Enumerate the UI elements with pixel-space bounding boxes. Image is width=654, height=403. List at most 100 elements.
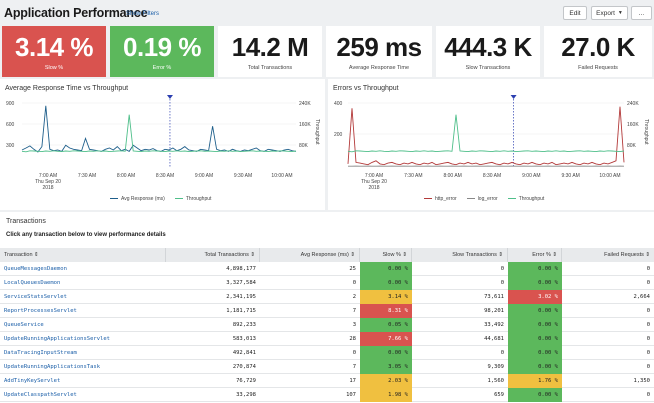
cell-transaction[interactable]: LocalQueuesDaemon xyxy=(4,280,61,286)
table-row[interactable]: ServiceStatsServlet 2,341,195 2 3.14 % 73,61… xyxy=(0,290,654,304)
column-header-transaction[interactable]: Transaction ⇕ xyxy=(0,248,166,262)
cell-avg-response: 107 xyxy=(346,392,356,398)
cell-failed: 0 xyxy=(646,280,650,286)
table-row[interactable]: QueueService 892,233 3 0.05 % 33,492 0.00 % 0 xyxy=(0,318,654,332)
x-tick-label: 7:30 AM xyxy=(78,173,96,179)
cell-transaction[interactable]: QueueMessagesDaemon xyxy=(4,266,67,272)
series-line xyxy=(347,114,625,153)
legend-item[interactable]: http_error xyxy=(424,196,457,202)
cell-avg-response: 28 xyxy=(349,336,356,342)
kpi-avg-response[interactable]: 259 ms Average Response Time xyxy=(326,26,432,77)
chart-panel-errors: Errors vs Throughput 400 200 240K 160K 80K 7:… xyxy=(328,79,654,210)
chevron-down-icon: ▼ xyxy=(617,10,623,16)
transactions-subtitle: Click any transaction below to view perf… xyxy=(6,232,166,238)
table-row[interactable]: AddTinyKeyServlet 76,729 17 2.03 % 1,560 1.76… xyxy=(0,374,654,388)
cell-failed: 0 xyxy=(646,350,650,356)
legend-item[interactable]: Throughput xyxy=(507,196,544,202)
column-header-slow-transactions[interactable]: Slow Transactions ⇕ xyxy=(412,248,508,262)
export-button[interactable]: Export ▼ xyxy=(591,6,628,20)
cell-slow-pct: 0.00 % xyxy=(360,276,412,290)
table-row[interactable]: UpdateClasspathServlet 33,298 107 1.98 % 659… xyxy=(0,388,654,402)
cell-transaction[interactable]: DataTracingInputStream xyxy=(4,350,77,356)
kpi-slow-transactions[interactable]: 444.3 K Slow Transactions xyxy=(436,26,540,77)
y-tick-label: 900 xyxy=(6,101,15,107)
table-row[interactable]: UpdateRunningApplicationsServlet 583,013 2… xyxy=(0,332,654,346)
kpi-label: Average Response Time xyxy=(348,65,410,71)
cell-total: 583,013 xyxy=(232,336,256,342)
x-tick-label: 2018 xyxy=(42,185,53,191)
column-header-slow-pct[interactable]: Slow % ⇕ xyxy=(360,248,412,262)
cell-transaction[interactable]: ReportProcessesServlet xyxy=(4,308,77,314)
show-filters-link[interactable]: Show Filters xyxy=(126,11,160,17)
cell-error-pct: 0.00 % xyxy=(508,360,562,374)
cell-error-pct: 0.00 % xyxy=(508,332,562,346)
column-header-failed[interactable]: Failed Requests ⇕ xyxy=(562,248,654,262)
kpi-label: Failed Requests xyxy=(578,65,618,71)
y-tick-label: 400 xyxy=(334,101,343,107)
cell-avg-response: 25 xyxy=(349,266,356,272)
cell-slow-pct: 3.14 % xyxy=(360,290,412,304)
x-tick-label: Thu Sep 20 xyxy=(35,179,61,185)
cell-slow-pct: 0.05 % xyxy=(360,318,412,332)
chart-title: Average Response Time vs Throughput xyxy=(5,85,129,92)
kpi-failed-requests[interactable]: 27.0 K Failed Requests xyxy=(544,26,652,77)
kpi-label: Total Transactions xyxy=(247,65,293,71)
table-row[interactable]: ReportProcessesServlet 1,181,715 7 8.31 % 98… xyxy=(0,304,654,318)
cell-error-pct: 0.00 % xyxy=(508,318,562,332)
cell-slow-pct: 7.66 % xyxy=(360,332,412,346)
cell-total: 76,729 xyxy=(236,378,256,384)
time-marker-icon xyxy=(510,95,517,99)
kpi-value: 3.14 % xyxy=(15,32,93,62)
edit-button[interactable]: Edit xyxy=(563,6,587,20)
cell-slow-transactions: 0 xyxy=(500,280,504,286)
time-marker-icon xyxy=(166,95,173,99)
kpi-error-pct[interactable]: 0.19 % Error % xyxy=(110,26,214,77)
cell-transaction[interactable]: UpdateClasspathServlet xyxy=(4,392,77,398)
cell-avg-response: 17 xyxy=(349,378,356,384)
column-header-total[interactable]: Total Transactions ⇕ xyxy=(166,248,260,262)
cell-total: 4,898,177 xyxy=(226,266,256,272)
table-row[interactable]: LocalQueuesDaemon 3,327,584 0 0.00 % 0 0.00 %… xyxy=(0,276,654,290)
column-header-avg-response[interactable]: Avg Response (ms) ⇕ xyxy=(260,248,360,262)
column-header-error-pct[interactable]: Error % ⇕ xyxy=(508,248,562,262)
table-row[interactable]: DataTracingInputStream 492,841 0 0.00 % 0 0.0… xyxy=(0,346,654,360)
table-row[interactable]: QueueMessagesDaemon 4,898,177 25 0.00 % 0 0.0… xyxy=(0,262,654,276)
legend-item[interactable]: log_error xyxy=(466,196,498,202)
y-tick-label: 300 xyxy=(6,143,15,149)
y-right-tick-label: 240K xyxy=(299,101,311,107)
table-row[interactable]: UpdateRunningApplicationsTask 270,874 7 3.0… xyxy=(0,360,654,374)
kpi-slow-pct[interactable]: 3.14 % Slow % xyxy=(2,26,106,77)
y-tick-label: 600 xyxy=(6,122,15,128)
x-tick-label: 7:00 AM xyxy=(39,173,57,179)
cell-slow-transactions: 9,309 xyxy=(487,364,504,370)
cell-transaction[interactable]: QueueService xyxy=(4,322,44,328)
cell-slow-transactions: 73,611 xyxy=(484,294,504,300)
cell-failed: 0 xyxy=(646,392,650,398)
cell-slow-pct: 3.05 % xyxy=(360,360,412,374)
cell-transaction[interactable]: UpdateRunningApplicationsTask xyxy=(4,364,101,370)
x-tick-label: 8:30 AM xyxy=(156,173,174,179)
cell-error-pct: 0.00 % xyxy=(508,262,562,276)
x-tick-label: 9:00 AM xyxy=(195,173,213,179)
cell-error-pct: 1.76 % xyxy=(508,374,562,388)
cell-total: 33,298 xyxy=(236,392,256,398)
cell-error-pct: 0.00 % xyxy=(508,388,562,402)
cell-transaction[interactable]: ServiceStatsServlet xyxy=(4,294,67,300)
kpi-label: Slow Transactions xyxy=(465,65,511,71)
cell-avg-response: 3 xyxy=(352,322,356,328)
legend-item[interactable]: Throughput xyxy=(174,196,211,202)
cell-transaction[interactable]: AddTinyKeyServlet xyxy=(4,378,61,384)
more-button[interactable]: ... xyxy=(631,6,652,20)
cell-failed: 0 xyxy=(646,266,650,272)
legend-item[interactable]: Avg Response (ms) xyxy=(110,196,165,202)
cell-slow-transactions: 1,560 xyxy=(487,378,504,384)
y-axis-right-label: Throughput xyxy=(643,119,649,145)
x-tick-label: 2018 xyxy=(368,185,379,191)
kpi-total-transactions[interactable]: 14.2 M Total Transactions xyxy=(218,26,322,77)
cell-failed: 2,664 xyxy=(633,294,650,300)
x-tick-label: 9:30 AM xyxy=(234,173,252,179)
cell-total: 492,841 xyxy=(232,350,256,356)
cell-transaction[interactable]: UpdateRunningApplicationsServlet xyxy=(4,336,110,342)
